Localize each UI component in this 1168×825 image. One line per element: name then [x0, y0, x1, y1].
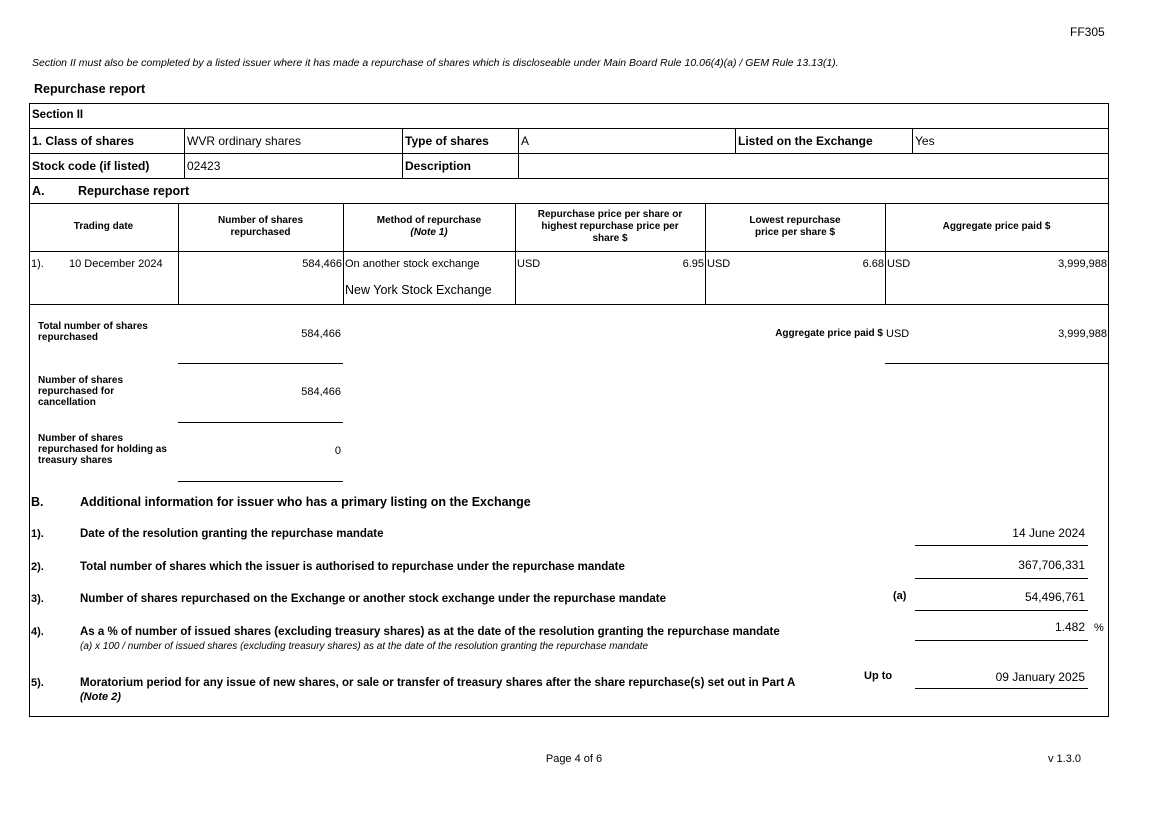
item-number: 4). [31, 626, 44, 638]
item-value: 14 June 2024 [1012, 526, 1085, 540]
version: v 1.3.0 [1048, 753, 1082, 765]
item-value: 1.482 [1054, 620, 1085, 634]
treasury-label: Number of shares repurchased for holding… [38, 433, 167, 466]
item-subtext: (a) x 100 / number of issued shares (exc… [80, 641, 649, 652]
item-value: 09 January 2025 [995, 670, 1085, 684]
low-currency: USD [707, 258, 731, 270]
report-title: Repurchase report [34, 82, 146, 96]
item-tag: (a) [893, 590, 907, 602]
part-b-title: Additional information for issuer who ha… [80, 495, 531, 509]
code-label: Stock code (if listed) [32, 158, 150, 173]
note-1-ref: (Note 1) [410, 227, 448, 238]
item-text: Moratorium period for any issue of new s… [80, 677, 796, 689]
high-currency: USD [517, 258, 541, 270]
part-a-title: Repurchase report [78, 183, 190, 198]
item-value: 54,496,761 [1024, 590, 1085, 604]
header-shares: Number of shares repurchased [217, 215, 304, 238]
class-label: 1. Class of shares [32, 133, 135, 148]
section-box [29, 103, 1109, 717]
listed-label: Listed on the Exchange [738, 133, 873, 148]
aggregate-price: 3,999,988 [1058, 258, 1107, 270]
section-note: Section II must also be completed by a l… [32, 57, 839, 69]
header-aggregate: Aggregate price paid $ [942, 221, 1051, 232]
header-method-label: Method of repurchase [376, 215, 482, 226]
page-number: Page 4 of 6 [545, 753, 603, 765]
type-label: Type of shares [405, 133, 489, 148]
low-price: 6.68 [862, 258, 884, 270]
item-text: As a % of number of issued shares (exclu… [80, 626, 780, 638]
description-label: Description [405, 158, 472, 173]
header-high-price: Repurchase price per share or highest re… [537, 209, 683, 244]
treasury-value: 0 [334, 445, 341, 457]
listed-value: Yes [915, 133, 935, 148]
form-code: FF305 [1070, 25, 1105, 39]
total-shares-label: Total number of shares repurchased [38, 321, 148, 343]
part-a-letter: A. [32, 183, 45, 198]
item-unit: % [1094, 622, 1104, 634]
cancellation-label: Number of shares repurchased for cancell… [38, 375, 124, 408]
aggregate-total-label: Aggregate price paid $ [775, 328, 883, 339]
item-tag: Up to [864, 670, 893, 682]
header-low-price: Lowest repurchase price per share $ [749, 215, 841, 238]
item-number: 1). [31, 528, 44, 540]
aggregate-total-value: 3,999,988 [1058, 328, 1107, 340]
row-number: 1). [31, 258, 44, 270]
note-2-ref: (Note 2) [80, 691, 121, 703]
class-value: WVR ordinary shares [187, 133, 302, 148]
item-text: Number of shares repurchased on the Exch… [80, 593, 667, 605]
item-value: 367,706,331 [1018, 558, 1085, 572]
shares-repurchased: 584,466 [302, 258, 342, 270]
item-text: Total number of shares which the issuer … [80, 561, 625, 573]
high-price: 6.95 [682, 258, 704, 270]
aggregate-total-currency: USD [886, 328, 910, 340]
part-b-letter: B. [31, 495, 44, 509]
item-number: 5). [31, 677, 44, 689]
total-shares-value: 584,466 [301, 328, 341, 340]
item-text: Date of the resolution granting the repu… [80, 528, 384, 540]
header-method: Method of repurchase (Note 1) [343, 203, 515, 251]
method: On another stock exchange [345, 258, 480, 270]
trading-date: 10 December 2024 [69, 258, 163, 270]
item-number: 2). [31, 561, 44, 573]
cancellation-value: 584,466 [301, 386, 341, 398]
aggregate-currency: USD [887, 258, 911, 270]
item-number: 3). [31, 593, 44, 605]
type-value: A [521, 133, 530, 148]
section-label: Section II [32, 109, 84, 121]
header-trading-date: Trading date [73, 221, 134, 232]
description-value [518, 153, 1102, 178]
code-value: 02423 [187, 158, 221, 173]
exchange-name: New York Stock Exchange [345, 283, 492, 297]
